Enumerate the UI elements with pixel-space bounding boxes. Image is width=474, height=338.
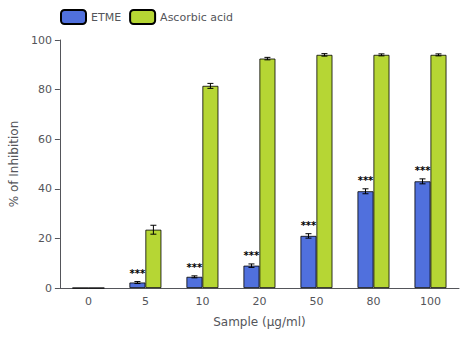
svg-text:ETME: ETME — [91, 11, 121, 24]
svg-text:***: *** — [301, 220, 317, 231]
svg-text:80: 80 — [38, 83, 52, 96]
svg-text:50: 50 — [309, 295, 323, 308]
svg-text:10: 10 — [195, 295, 209, 308]
svg-text:***: *** — [358, 175, 374, 186]
svg-text:100: 100 — [31, 34, 52, 47]
svg-text:***: *** — [187, 262, 203, 273]
svg-text:***: *** — [415, 165, 431, 176]
svg-text:0: 0 — [85, 295, 92, 308]
svg-text:***: *** — [244, 250, 260, 261]
svg-text:Sample (μg/ml): Sample (μg/ml) — [213, 315, 306, 329]
svg-text:40: 40 — [38, 182, 52, 195]
svg-text:5: 5 — [142, 295, 149, 308]
svg-text:20: 20 — [38, 232, 52, 245]
svg-text:***: *** — [130, 268, 146, 279]
svg-text:80: 80 — [366, 295, 380, 308]
svg-text:Ascorbic acid: Ascorbic acid — [160, 11, 233, 24]
svg-text:% of Inhibition: % of Inhibition — [7, 121, 21, 208]
svg-text:0: 0 — [45, 282, 52, 295]
svg-text:100: 100 — [420, 295, 441, 308]
svg-text:20: 20 — [252, 295, 266, 308]
svg-text:60: 60 — [38, 133, 52, 146]
